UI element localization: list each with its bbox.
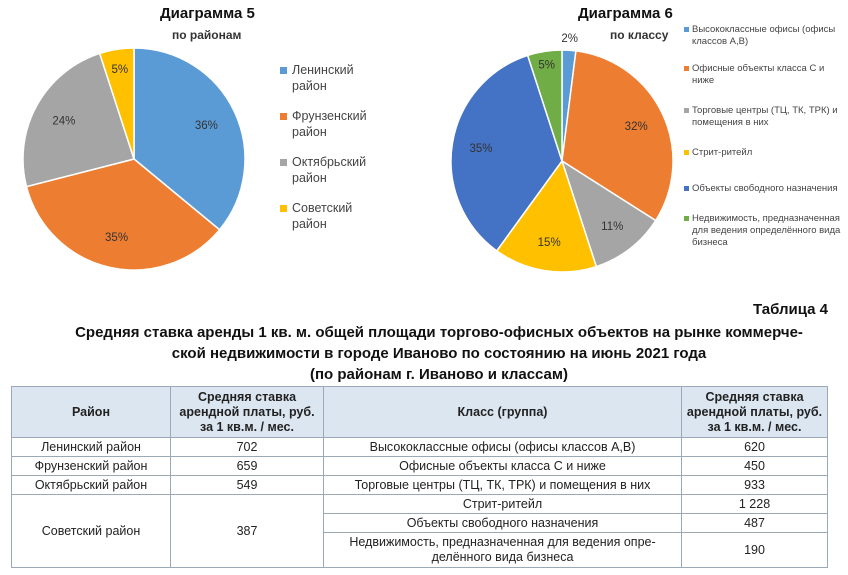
chart6-legend: Высококлассные офисы (офисы классов А,В)…	[684, 24, 846, 249]
district-rate: 387	[170, 494, 324, 568]
chart5-title: Диаграмма 5	[160, 5, 255, 22]
legend-item: Объекты свободного назначения	[684, 183, 846, 195]
district-rate: 702	[170, 437, 324, 457]
class-rate: 190	[681, 532, 828, 568]
table-header-row: Район Средняя ставка арендной платы, руб…	[11, 386, 828, 438]
header-district-rate: Средняя ставка арендной платы, руб. за 1…	[170, 386, 324, 438]
legend-item: Торговые центры (ТЦ, ТК, ТРК) и помещени…	[684, 105, 846, 129]
legend-label: Ленинский район	[292, 63, 354, 93]
legend-item: Высококлассные офисы (офисы классов А,В)	[684, 24, 846, 48]
legend-swatch	[280, 67, 287, 74]
table-row: Советский район 387 Стрит-ритейл 1 228	[11, 494, 828, 568]
header-class-rate: Средняя ставка арендной платы, руб. за 1…	[681, 386, 828, 438]
slice-label: 36%	[195, 120, 218, 132]
legend-swatch	[280, 205, 287, 212]
legend-label: Торговые центры (ТЦ, ТК, ТРК) и помещени…	[692, 105, 838, 128]
class-name: Недвижимость, предназначенная для ведени…	[323, 532, 682, 568]
legend-label: Офисные объекты класса С и ниже	[692, 63, 825, 86]
pie-slice	[450, 54, 563, 252]
district-name: Советский район	[11, 494, 171, 568]
class-rate: 450	[681, 456, 828, 476]
header-class: Класс (группа)	[323, 386, 682, 438]
header-district: Район	[11, 386, 171, 438]
slice-label: 35%	[469, 143, 492, 155]
chart6-subtitle: по классу	[610, 28, 669, 42]
pie-slice	[526, 49, 563, 162]
slice-label: 5%	[538, 60, 555, 72]
pie-slice	[560, 159, 657, 268]
table-row: Фрунзенский район 659 Офисные объекты кл…	[11, 456, 828, 476]
legend-item: Недвижимость, предназначенная для ведени…	[684, 213, 846, 249]
legend-item: Октябрьский район	[280, 154, 390, 186]
legend-swatch	[684, 186, 689, 191]
district-name: Октябрьский район	[11, 475, 171, 495]
table-row: Объекты свободного назначения 487	[12, 513, 828, 533]
slice-label: 32%	[625, 121, 648, 133]
class-name: Высококлассные офисы (офисы классов А,В)	[323, 437, 682, 457]
slice-label: 35%	[105, 232, 128, 244]
legend-item: Офисные объекты класса С и ниже	[684, 63, 846, 87]
legend-item: Советский район	[280, 200, 390, 232]
district-name: Фрунзенский район	[11, 456, 171, 476]
table-row: Октябрьский район 549 Торговые центры (Т…	[11, 475, 828, 495]
legend-swatch	[684, 66, 689, 71]
class-rate: 933	[681, 475, 828, 495]
class-name: Торговые центры (ТЦ, ТК, ТРК) и помещени…	[323, 475, 682, 495]
table-caption: Средняя ставка аренды 1 кв. м. общей пло…	[40, 322, 838, 385]
legend-item: Стрит-ритейл	[684, 147, 846, 159]
legend-item: Фрунзенский район	[280, 108, 390, 140]
legend-label: Объекты свободного назначения	[692, 183, 838, 194]
pie-slice	[22, 52, 135, 188]
table-row: Недвижимость, предназначенная для ведени…	[12, 532, 828, 568]
pie-slice	[495, 159, 598, 273]
pie-slice	[25, 158, 221, 271]
chart5-legend: Ленинский район Фрунзенский район Октябр…	[280, 62, 390, 246]
table-number: Таблица 4	[752, 301, 828, 318]
slice-label: 24%	[52, 115, 75, 127]
district-name: Ленинский район	[11, 437, 171, 457]
class-name: Объекты свободного назначения	[323, 513, 682, 533]
chart6-title: Диаграмма 6	[578, 5, 673, 22]
legend-swatch	[684, 150, 689, 155]
class-name: Стрит-ритейл	[323, 494, 682, 514]
caption-line: Средняя ставка аренды 1 кв. м. общей пло…	[75, 324, 803, 341]
legend-swatch	[280, 159, 287, 166]
caption-line: ской недвижимости в городе Иваново по со…	[171, 345, 707, 362]
legend-swatch	[684, 216, 689, 221]
slice-label: 5%	[111, 64, 128, 76]
legend-label: Недвижимость, предназначенная для ведени…	[692, 213, 841, 248]
slice-label: 15%	[538, 237, 561, 249]
pie-slice	[133, 47, 246, 231]
legend-swatch	[684, 27, 689, 32]
legend-label: Советский район	[292, 201, 353, 231]
rent-table: Район Средняя ставка арендной платы, руб…	[11, 386, 828, 568]
chart6-pie: 2% 32% 11% 15% 35% 5%	[450, 33, 674, 273]
district-rate: 549	[170, 475, 324, 495]
class-rate: 487	[681, 513, 828, 533]
legend-swatch	[280, 113, 287, 120]
chart5-subtitle: по районам	[172, 28, 242, 42]
legend-item: Ленинский район	[280, 62, 390, 94]
chart5-pie: 36% 35% 24% 5%	[22, 47, 246, 271]
district-rate: 659	[170, 456, 324, 476]
class-rate: 620	[681, 437, 828, 457]
table-row: Ленинский район 702 Высококлассные офисы…	[11, 437, 828, 457]
slice-label: 11%	[601, 221, 623, 233]
legend-label: Октябрьский район	[292, 155, 367, 185]
legend-label: Фрунзенский район	[292, 109, 367, 139]
class-rate: 1 228	[681, 494, 828, 514]
slice-label: 2%	[561, 33, 578, 45]
legend-label: Стрит-ритейл	[692, 147, 753, 158]
caption-line: (по районам г. Иваново и классам)	[310, 366, 568, 383]
legend-label: Высококлассные офисы (офисы классов А,В)	[692, 24, 836, 47]
legend-swatch	[684, 108, 689, 113]
class-name: Офисные объекты класса С и ниже	[323, 456, 682, 476]
pie-slice	[98, 47, 135, 160]
